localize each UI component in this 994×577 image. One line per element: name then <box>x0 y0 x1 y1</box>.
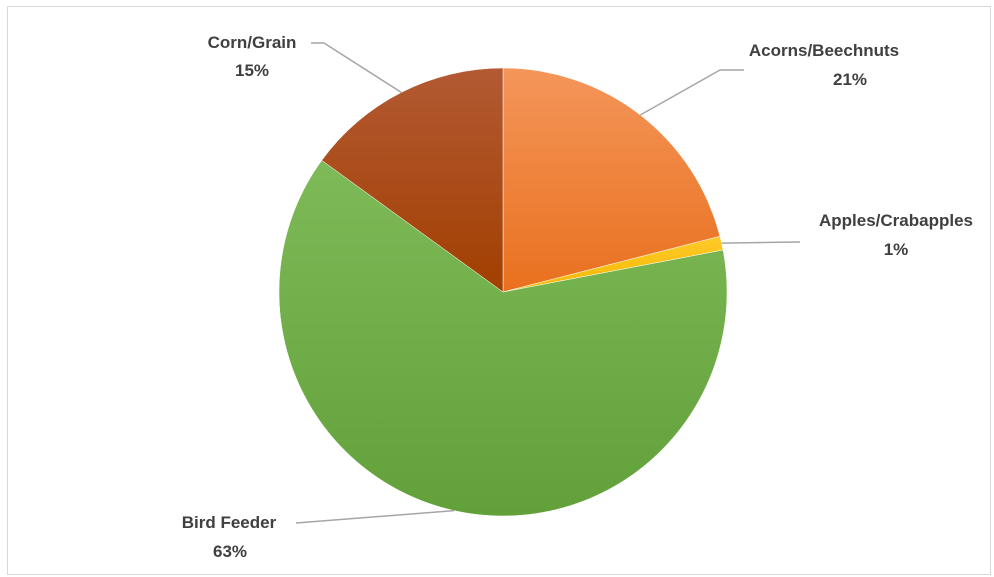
leader-line-bird-feeder <box>295 509 455 524</box>
label-apples-crabapples: Apples/Crabapples <box>819 211 973 230</box>
value-corn-grain: 15% <box>235 61 269 80</box>
value-apples-crabapples: 1% <box>884 240 909 259</box>
leader-lines <box>295 42 801 524</box>
leader-line-corn-grain <box>311 42 402 94</box>
leader-line-acorns-beechnuts <box>639 69 744 116</box>
value-acorns-beechnuts: 21% <box>833 70 867 89</box>
label-acorns-beechnuts: Acorns/Beechnuts <box>749 41 899 60</box>
pie-slice-corn-grain <box>321 67 504 293</box>
data-labels: Acorns/Beechnuts 21% Apples/Crabapples 1… <box>182 33 973 561</box>
value-bird-feeder: 63% <box>213 542 247 561</box>
pie-slices <box>278 67 728 517</box>
label-bird-feeder: Bird Feeder <box>182 513 277 532</box>
leader-line-apples-crabapples <box>721 241 801 244</box>
label-corn-grain: Corn/Grain <box>208 33 297 52</box>
